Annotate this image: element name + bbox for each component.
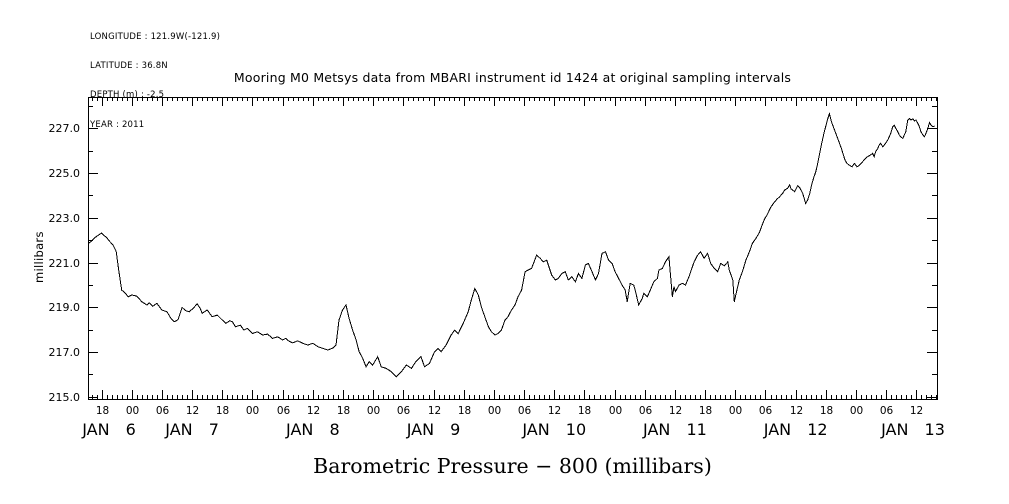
x-hour-label: 06 <box>518 405 532 417</box>
x-hour-label: 18 <box>458 405 471 417</box>
x-hour-label: 12 <box>669 405 682 417</box>
x-hour-label: 00 <box>246 405 259 417</box>
chart-title: Mooring M0 Metsys data from MBARI instru… <box>233 70 792 85</box>
x-date-label: JAN 9 <box>406 420 461 439</box>
metadata-latitude: LATITUDE : 36.8N <box>90 60 168 71</box>
metadata-longitude: LONGITUDE : 121.9W(-121.9) <box>90 31 221 42</box>
plot-frame <box>88 97 938 400</box>
x-date-label: JAN 11 <box>642 420 707 439</box>
x-hour-label: 18 <box>820 405 833 417</box>
x-date-label: JAN 8 <box>285 420 340 439</box>
x-hour-label: 00 <box>126 405 139 417</box>
x-hour-label: 06 <box>639 405 653 417</box>
x-hour-label: 06 <box>880 405 894 417</box>
x-date-label: JAN 7 <box>164 420 219 439</box>
x-date-label: JAN 12 <box>763 420 828 439</box>
x-hour-label: 18 <box>578 405 591 417</box>
x-date-label: JAN 13 <box>880 420 945 439</box>
x-hour-label: 00 <box>729 405 742 417</box>
x-hour-label: 18 <box>699 405 712 417</box>
x-hour-label: 12 <box>790 405 803 417</box>
x-hour-label: 12 <box>186 405 199 417</box>
x-date-label: JAN 6 <box>81 420 136 439</box>
metadata-block: LONGITUDE : 121.9W(-121.9) LATITUDE : 36… <box>90 13 220 150</box>
x-hour-label: 06 <box>397 405 411 417</box>
y-tick-label: 219.0 <box>49 301 81 314</box>
x-hour-label: 00 <box>367 405 380 417</box>
y-axis-title: millibars <box>32 231 46 283</box>
x-hour-label: 12 <box>428 405 441 417</box>
x-axis-bottom-title: Barometric Pressure − 800 (millibars) <box>313 454 712 478</box>
x-hour-label: 12 <box>307 405 320 417</box>
x-hour-label: 00 <box>850 405 863 417</box>
x-hour-label: 18 <box>96 405 109 417</box>
x-hour-label: 00 <box>609 405 622 417</box>
y-tick-label: 225.0 <box>49 167 81 180</box>
x-hour-label: 00 <box>488 405 501 417</box>
y-tick-label: 215.0 <box>49 391 81 404</box>
metadata-depth: DEPTH (m) : -2.5 <box>90 90 165 101</box>
y-tick-label: 221.0 <box>49 257 81 270</box>
x-hour-label: 18 <box>337 405 350 417</box>
x-hour-label: 06 <box>277 405 291 417</box>
y-tick-label: 223.0 <box>49 212 81 225</box>
pressure-series-line <box>87 112 935 378</box>
x-hour-label: 06 <box>759 405 773 417</box>
metadata-year: YEAR : 2011 <box>90 119 145 130</box>
x-hour-label: 12 <box>910 405 923 417</box>
x-hour-label: 12 <box>548 405 561 417</box>
x-hour-label: 18 <box>216 405 229 417</box>
x-date-label: JAN 10 <box>521 420 586 439</box>
y-tick-label: 227.0 <box>49 122 81 135</box>
y-tick-label: 217.0 <box>49 346 81 359</box>
x-hour-label: 06 <box>156 405 170 417</box>
